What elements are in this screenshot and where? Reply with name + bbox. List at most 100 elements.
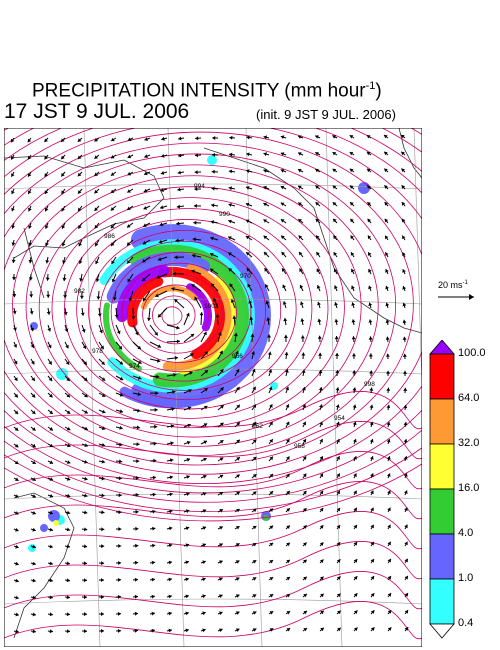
wind-arrow	[30, 392, 36, 398]
wind-arrow	[285, 438, 290, 445]
wind-arrow	[98, 426, 106, 431]
wind-arrow	[302, 473, 307, 479]
wind-arrow	[81, 527, 88, 532]
wind-arrow	[263, 152, 270, 157]
wind-arrow	[370, 541, 375, 547]
wind-arrow	[28, 273, 33, 281]
wind-arrow	[245, 219, 253, 224]
wind-arrow	[370, 609, 375, 615]
wind-arrow	[217, 439, 224, 445]
wind-arrow	[193, 203, 202, 208]
wind-arrow	[369, 438, 374, 445]
wind-arrow	[149, 628, 155, 633]
wind-arrow	[166, 475, 174, 480]
wind-arrow	[217, 332, 222, 343]
wind-arrow	[332, 135, 338, 139]
wind-arrow	[245, 186, 253, 190]
wind-arrow	[349, 201, 355, 207]
wind-arrow	[44, 154, 49, 160]
wind-arrow	[251, 368, 256, 377]
wind-arrow	[268, 610, 274, 615]
wind-arrow	[161, 136, 168, 141]
wind-arrow	[96, 290, 101, 300]
wind-arrow	[283, 334, 288, 343]
colorbar-top-arrow	[429, 340, 455, 355]
wind-arrow	[353, 473, 357, 479]
wind-arrow	[366, 185, 372, 190]
wind-arrow	[233, 332, 238, 343]
wind-arrow	[79, 273, 84, 282]
wind-arrow	[98, 392, 106, 398]
wind-arrow	[115, 425, 123, 430]
wind-arrow	[13, 527, 19, 532]
wind-arrow	[142, 256, 151, 263]
wind-arrow	[199, 312, 204, 326]
wind-arrow	[63, 307, 68, 316]
wind-arrow	[115, 442, 123, 447]
wind-arrow	[285, 386, 290, 394]
wind-arrow	[251, 576, 257, 581]
wind-arrow	[46, 290, 51, 298]
wind-arrow	[183, 560, 190, 565]
wind-arrow	[246, 135, 253, 140]
wind-arrow	[404, 541, 408, 547]
wind-arrow	[264, 267, 270, 275]
wind-arrow	[234, 560, 240, 564]
wind-arrow	[30, 460, 37, 465]
contour-label: 966	[232, 353, 243, 360]
contour-label: 982	[74, 288, 85, 295]
wind-arrow	[268, 559, 274, 564]
wind-arrow	[175, 238, 185, 243]
wind-arrow	[64, 460, 71, 464]
wind-arrow	[13, 358, 18, 365]
wind-arrow	[349, 151, 355, 156]
wind-arrow	[319, 404, 323, 411]
wind-arrow	[251, 542, 257, 547]
wind-arrow	[251, 508, 257, 513]
wind-arrow	[228, 219, 236, 224]
wind-arrow	[302, 627, 308, 632]
wind-arrow	[386, 404, 391, 411]
wind-arrow	[300, 301, 304, 309]
wind-arrow	[11, 239, 16, 246]
wind-arrow	[110, 154, 117, 159]
wind-arrow	[217, 350, 224, 360]
wind-arrow	[115, 375, 124, 381]
wind-arrow	[166, 441, 174, 446]
wind-arrow	[155, 290, 168, 298]
wind-arrow	[283, 317, 288, 326]
wind-arrow	[336, 490, 341, 496]
wind-arrow	[302, 490, 307, 496]
wind-arrow	[13, 612, 20, 617]
wind-arrow	[13, 409, 19, 415]
wind-arrow	[349, 168, 355, 173]
wind-arrow	[385, 268, 389, 275]
wind-arrow	[370, 524, 375, 530]
wind-arrow	[248, 299, 253, 309]
wind-arrow	[30, 595, 37, 600]
wind-arrow	[115, 594, 122, 599]
wind-arrow	[263, 185, 270, 190]
contour-label: 986	[104, 233, 115, 240]
wind-arrow	[349, 134, 355, 139]
contour-label: 990	[219, 211, 230, 218]
wind-arrow	[110, 222, 117, 229]
wind-arrow	[166, 424, 175, 429]
wind-arrow	[369, 387, 374, 394]
wind-arrow	[402, 302, 407, 309]
wind-arrow	[282, 301, 287, 309]
wind-arrow	[183, 611, 189, 616]
wind-arrow	[132, 526, 139, 531]
wind-arrow	[332, 201, 338, 207]
wind-arrow	[251, 386, 257, 394]
wind-arrow	[174, 298, 185, 309]
wind-arrow	[280, 218, 287, 224]
colorbar-segment	[429, 533, 455, 580]
wind-arrow	[166, 509, 173, 514]
wind-arrow	[333, 235, 338, 241]
wind-arrow	[318, 386, 323, 394]
wind-arrow	[157, 307, 168, 318]
wind-arrow	[285, 593, 291, 598]
wind-arrow	[234, 404, 241, 411]
wind-arrow	[115, 459, 123, 464]
